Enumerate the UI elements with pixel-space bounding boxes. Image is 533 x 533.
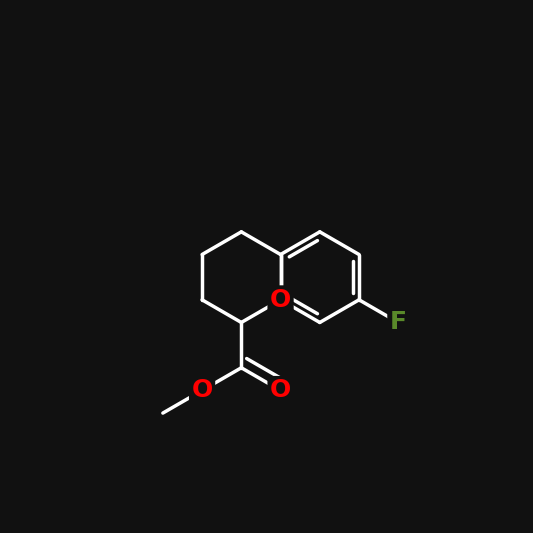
Text: F: F: [390, 310, 407, 335]
Text: O: O: [191, 378, 213, 402]
Text: O: O: [270, 378, 291, 402]
Text: O: O: [270, 288, 291, 312]
